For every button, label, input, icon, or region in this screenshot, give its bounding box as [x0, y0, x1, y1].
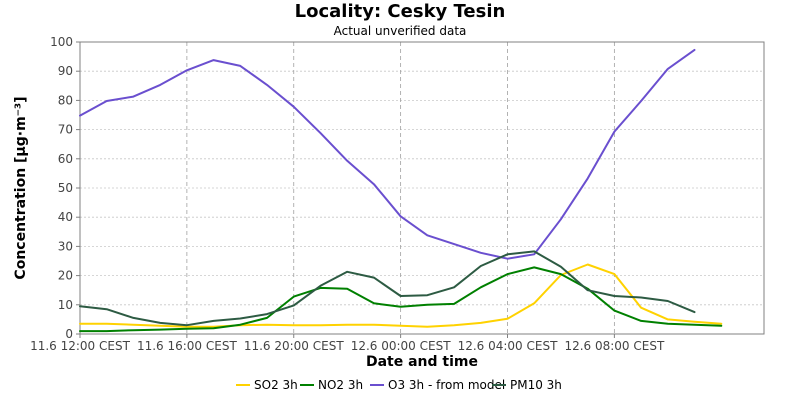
y-tick-label: 20: [58, 269, 73, 283]
grid: [79, 42, 764, 334]
legend-label: O3 3h - from model: [388, 378, 505, 392]
x-tick-label: 11.6 12:00 CEST: [30, 339, 131, 353]
series-line-no2-3h: [79, 266, 723, 333]
x-axis: 11.6 12:00 CEST 11.6 16:00 CEST 11.6 20:00…: [30, 334, 665, 353]
y-tick-label: 100: [50, 35, 73, 49]
y-tick-label: 40: [58, 210, 73, 224]
chart-title: Locality: Cesky Tesin: [295, 1, 506, 22]
y-tick-label: 50: [58, 181, 73, 195]
legend: SO2 3h NO2 3h O3 3h - from model PM10 3h: [236, 378, 562, 392]
y-tick-label: 10: [58, 298, 73, 312]
series-line-pm10-3h: [79, 250, 696, 327]
x-tick-label: 11.6 20:00 CEST: [244, 339, 345, 353]
y-tick-label: 30: [58, 239, 73, 253]
legend-label: NO2 3h: [318, 378, 363, 392]
y-tick-label: 0: [65, 327, 73, 341]
chart-subtitle: Actual unverified data: [334, 24, 467, 38]
x-tick-label: 12.6 08:00 CEST: [564, 339, 665, 353]
series-line-o3-3h-from-model: [79, 48, 696, 260]
legend-label: SO2 3h: [254, 378, 298, 392]
y-axis-label: Concentration [µg·m⁻³]: [13, 96, 29, 279]
legend-label: PM10 3h: [510, 378, 562, 392]
plot-frame: [79, 41, 765, 335]
x-tick-label: 11.6 16:00 CEST: [137, 339, 238, 353]
y-tick-label: 60: [58, 152, 73, 166]
series-lines: [79, 48, 723, 333]
series-line-so2-3h: [79, 263, 723, 328]
y-tick-label: 80: [58, 93, 73, 107]
y-tick-label: 90: [58, 64, 73, 78]
x-tick-label: 12.6 04:00 CEST: [458, 339, 559, 353]
x-tick-label: 12.6 00:00 CEST: [351, 339, 452, 353]
x-axis-label: Date and time: [366, 354, 478, 370]
y-tick-label: 70: [58, 123, 73, 137]
y-axis: 0 10 20 30 40 50 60 70 80 90 100: [50, 35, 80, 341]
